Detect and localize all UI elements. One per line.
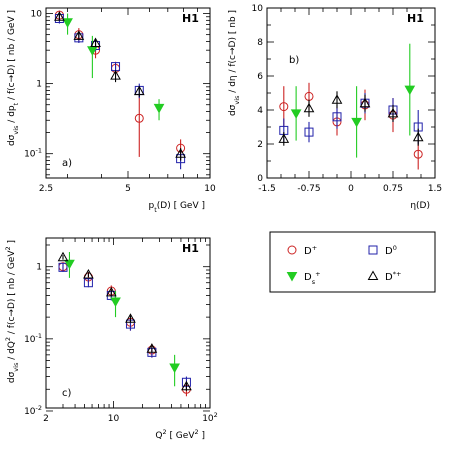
y-tick-label: 8 xyxy=(257,38,263,48)
series-Dplus xyxy=(54,10,186,161)
panel-a: 2.5 5 10 10-1 1 10 pt(D) [ GeV ] dσvis / dpt / … xyxy=(7,7,216,214)
x-tick-label: 2.5 xyxy=(39,184,53,194)
y-tick-label: 10-1 xyxy=(24,147,42,160)
data-point xyxy=(58,262,68,272)
data-point xyxy=(110,297,121,307)
legend-label-Ds: Ds+ xyxy=(304,270,321,286)
series-Dplus xyxy=(279,82,423,170)
data-point xyxy=(278,133,290,143)
data-point xyxy=(110,70,121,80)
y-tick-label: 10-1 xyxy=(24,332,42,345)
legend: D+ D0 Ds+ D*+ xyxy=(269,231,436,293)
series-Ds xyxy=(64,251,180,387)
legend-marker-Dstar xyxy=(367,270,379,280)
data-point xyxy=(303,102,315,113)
experiment-label: H1 xyxy=(407,12,424,25)
series-Dstar xyxy=(57,251,192,391)
x-tick-label: 0.75 xyxy=(383,184,403,194)
series-Dplus xyxy=(58,262,191,397)
y-tick-label: 1 xyxy=(36,263,42,273)
x-tick-label: 5 xyxy=(125,184,131,194)
data-point xyxy=(90,37,101,47)
y-tick-label: 1 xyxy=(36,80,42,90)
plot-frame xyxy=(45,237,211,409)
data-point xyxy=(412,131,424,142)
data-point xyxy=(153,103,165,114)
legend-label-Dstar: D*+ xyxy=(385,270,401,283)
panel-label: b) xyxy=(289,55,299,66)
y-tick-label: 10 xyxy=(31,10,43,20)
series-D0 xyxy=(279,93,423,144)
data-point xyxy=(169,363,180,374)
panel-label: c) xyxy=(62,388,71,399)
legend-box xyxy=(269,231,436,293)
data-point xyxy=(134,113,144,123)
data-point xyxy=(175,148,186,158)
y-axis-label: dσvis / dη / f(c→D) [ nb ] xyxy=(228,10,241,116)
series-D0 xyxy=(54,13,186,170)
data-point xyxy=(404,85,416,96)
data-point xyxy=(351,117,362,128)
data-point xyxy=(279,102,289,112)
data-point xyxy=(54,11,65,21)
data-point xyxy=(125,313,136,323)
data-point xyxy=(181,380,192,391)
y-tick-label: 0 xyxy=(257,174,263,184)
x-axis-label: η(D) xyxy=(410,201,430,211)
y-tick-label: 10-2 xyxy=(24,404,42,417)
legend-marker-Ds xyxy=(286,272,298,282)
panel-c: 2 10 102 10-2 10-1 1 Q2 [ GeV2 ] dσvis / dQ2 / … xyxy=(4,237,218,441)
x-tick-label: -0.75 xyxy=(297,184,320,194)
x-tick-label: 10 xyxy=(204,184,216,194)
x-tick-label: 2 xyxy=(43,414,49,424)
data-point xyxy=(332,112,342,122)
panel-b: -1.5 -0.75 0 0.75 1.5 0 2 4 6 8 10 η(D) dσvis / dη /… xyxy=(228,4,442,211)
x-tick-label: 0 xyxy=(348,184,354,194)
panel-label: a) xyxy=(62,158,72,169)
y-tick-label: 2 xyxy=(257,140,263,150)
x-axis-label: pt(D) [ GeV ] xyxy=(148,201,205,214)
x-tick-label: 10 xyxy=(108,414,120,424)
plot-frame xyxy=(45,7,211,179)
x-tick-label: 1.5 xyxy=(428,184,442,194)
legend-label-D0: D0 xyxy=(385,244,397,257)
series-D0 xyxy=(58,262,191,390)
y-tick-label: 6 xyxy=(257,72,263,82)
experiment-label: H1 xyxy=(182,12,199,25)
data-point xyxy=(83,268,94,279)
data-point xyxy=(73,30,85,40)
data-point xyxy=(64,259,75,270)
data-point xyxy=(133,85,145,96)
data-point xyxy=(105,286,117,297)
data-point xyxy=(83,278,93,288)
y-tick-label: 4 xyxy=(257,106,263,116)
legend-label-Dplus: D+ xyxy=(304,244,317,257)
data-point xyxy=(290,109,302,119)
y-tick-label: 10 xyxy=(252,4,264,14)
series-Ds xyxy=(290,43,416,158)
data-point xyxy=(146,343,158,353)
data-point xyxy=(331,94,343,104)
series-Ds xyxy=(62,13,165,121)
legend-marker-Dplus xyxy=(287,245,297,255)
x-tick-label: 102 xyxy=(202,411,218,424)
legend-marker-D0 xyxy=(368,245,378,255)
data-point xyxy=(413,149,423,159)
data-point xyxy=(304,127,314,137)
experiment-label: H1 xyxy=(182,242,199,255)
y-axis-label: dσvis / dQ2 / f(c→D) [ nb / GeV2 ] xyxy=(4,240,20,383)
data-point xyxy=(359,97,371,108)
series-Dstar xyxy=(278,91,424,146)
data-point xyxy=(62,18,73,28)
x-tick-label: -1.5 xyxy=(258,184,276,194)
x-axis-label: Q2 [ GeV2 ] xyxy=(155,428,205,441)
y-axis-label: dσvis / dpt / f(c→D) [ nb / GeV ] xyxy=(7,10,20,146)
data-point xyxy=(387,107,399,118)
series-Dstar xyxy=(54,11,186,161)
data-point xyxy=(57,251,69,262)
